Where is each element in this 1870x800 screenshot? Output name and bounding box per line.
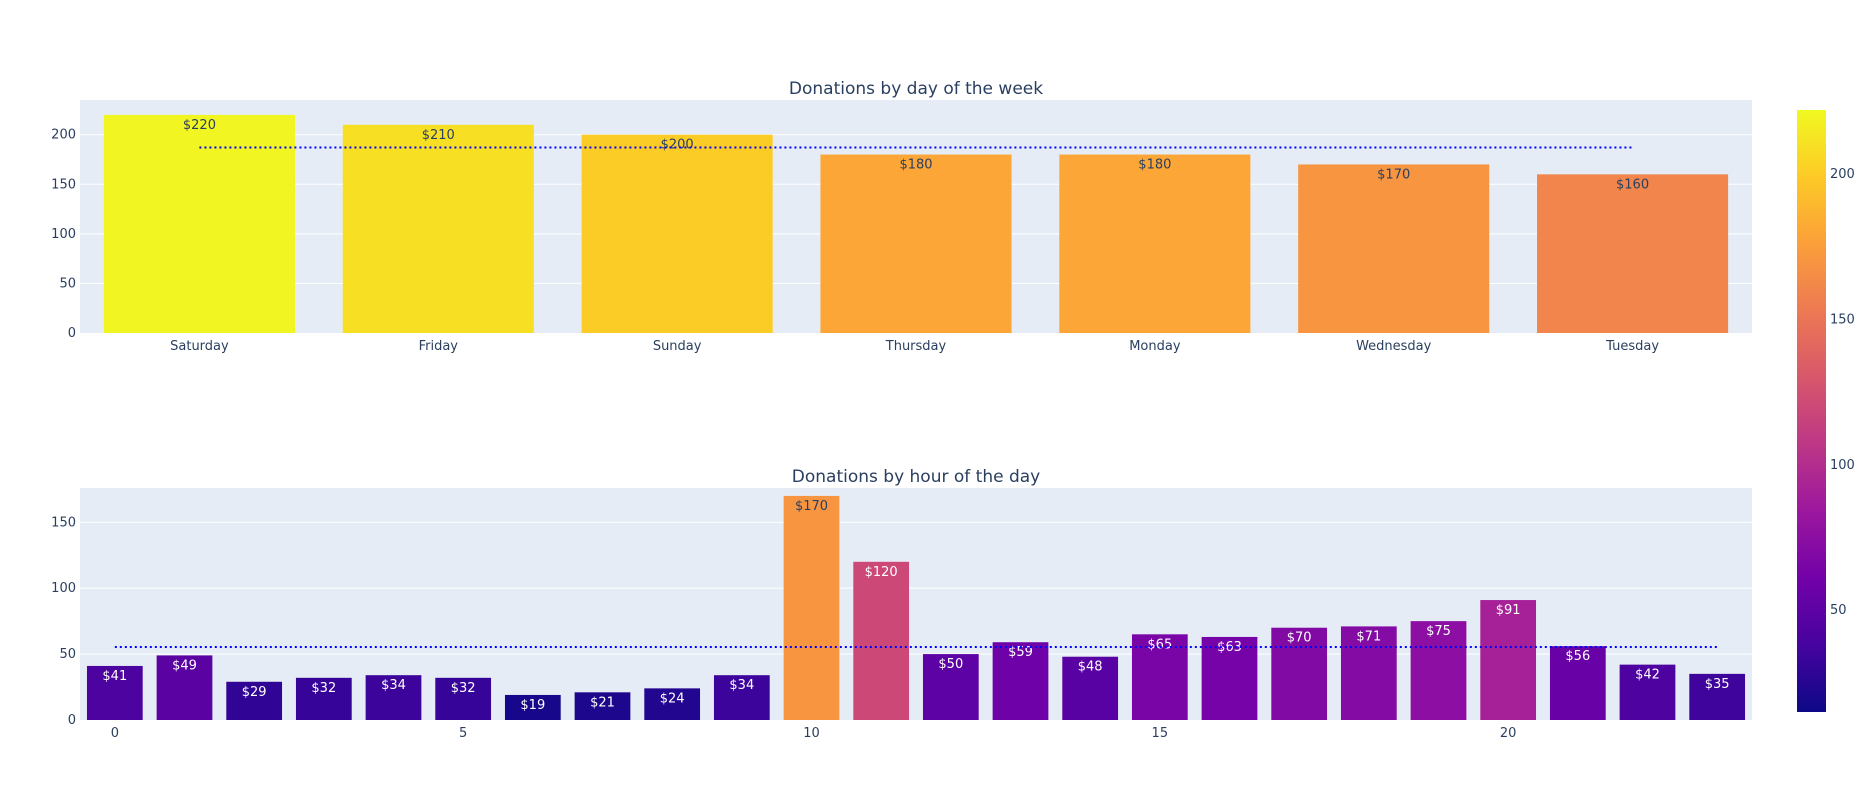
- bar[interactable]: [574, 692, 631, 720]
- bar[interactable]: [820, 154, 1012, 333]
- bar-value-label: $59: [1008, 645, 1033, 660]
- bar[interactable]: [1549, 646, 1606, 720]
- y-tick-label: 50: [59, 276, 76, 291]
- y-tick-label: 50: [59, 647, 76, 662]
- bar-value-label: $65: [1147, 637, 1172, 652]
- y-tick-label: 100: [51, 581, 76, 596]
- x-tick-label: 5: [459, 726, 467, 741]
- bar[interactable]: [1480, 600, 1537, 720]
- x-tick-label: Sunday: [653, 339, 702, 354]
- x-tick-label: 20: [1500, 726, 1517, 741]
- bar[interactable]: [853, 561, 910, 720]
- bar[interactable]: [504, 694, 561, 720]
- bar-value-label: $32: [311, 681, 336, 696]
- colorbar-gradient: [1797, 110, 1826, 712]
- bar-value-label: $63: [1217, 640, 1242, 655]
- bar-value-label: $35: [1705, 677, 1730, 692]
- x-tick-label: Monday: [1129, 339, 1181, 354]
- bar-value-label: $24: [660, 691, 685, 706]
- y-tick-label: 200: [51, 128, 76, 143]
- bar-value-label: $41: [102, 669, 127, 684]
- bar-value-label: $160: [1616, 177, 1649, 192]
- bar[interactable]: [713, 675, 770, 720]
- x-tick-label: Tuesday: [1605, 339, 1659, 354]
- y-tick-label: 100: [51, 227, 76, 242]
- bar-value-label: $50: [938, 657, 963, 672]
- bar-value-label: $34: [381, 678, 406, 693]
- chart-title: Donations by hour of the day: [792, 467, 1040, 487]
- bar-value-label: $48: [1078, 660, 1103, 675]
- bar[interactable]: [644, 688, 701, 720]
- colorbar: 50 100 150 200: [1797, 110, 1855, 712]
- bar[interactable]: [1689, 673, 1746, 720]
- x-tick-label: Friday: [419, 339, 459, 354]
- x-tick-label: 10: [803, 726, 820, 741]
- bar[interactable]: [1201, 636, 1258, 720]
- bar-value-label: $56: [1565, 649, 1590, 664]
- bar[interactable]: [342, 124, 534, 333]
- bar[interactable]: [992, 642, 1049, 720]
- bar[interactable]: [581, 134, 773, 333]
- x-tick-label: Wednesday: [1356, 339, 1432, 354]
- bar[interactable]: [1619, 664, 1676, 720]
- bar-value-label: $200: [661, 138, 694, 153]
- chart-title: Donations by day of the week: [789, 79, 1043, 99]
- bar[interactable]: [365, 675, 422, 720]
- bar[interactable]: [86, 665, 143, 720]
- bar-value-label: $29: [242, 685, 267, 700]
- x-tick-label: 15: [1152, 726, 1169, 741]
- bar-value-label: $70: [1287, 631, 1312, 646]
- bar[interactable]: [1059, 154, 1251, 333]
- bar-value-label: $32: [451, 681, 476, 696]
- bar-value-label: $21: [590, 695, 615, 710]
- bar[interactable]: [295, 677, 352, 720]
- bar[interactable]: [1340, 626, 1397, 720]
- bar-value-label: $170: [795, 499, 828, 514]
- bar-value-label: $91: [1496, 603, 1521, 618]
- bar[interactable]: [226, 681, 283, 720]
- bar[interactable]: [1271, 627, 1328, 720]
- colorbar-tick-label: 150: [1830, 312, 1855, 327]
- bar[interactable]: [103, 114, 295, 333]
- bar-value-label: $180: [1138, 158, 1171, 173]
- bar-value-label: $71: [1356, 629, 1381, 644]
- bar[interactable]: [1410, 621, 1467, 720]
- bar[interactable]: [1537, 174, 1729, 333]
- bar[interactable]: [1298, 164, 1490, 333]
- bar-value-label: $170: [1377, 167, 1410, 182]
- bar-value-label: $42: [1635, 668, 1660, 683]
- colorbar-tick-label: 50: [1830, 603, 1847, 618]
- bar[interactable]: [156, 655, 213, 720]
- bar-value-label: $75: [1426, 624, 1451, 639]
- bar-value-label: $210: [422, 128, 455, 143]
- bar[interactable]: [435, 677, 492, 720]
- y-tick-label: 0: [68, 326, 76, 341]
- plot-background: [80, 488, 1752, 720]
- bar[interactable]: [922, 654, 979, 720]
- y-tick-label: 150: [51, 515, 76, 530]
- bar[interactable]: [1062, 656, 1119, 720]
- bar-value-label: $34: [729, 678, 754, 693]
- x-tick-label: Thursday: [885, 339, 947, 354]
- colorbar-tick-label: 200: [1830, 167, 1855, 182]
- bar[interactable]: [783, 495, 840, 720]
- bar-value-label: $220: [183, 118, 216, 133]
- subplot-1: 0 50 100 150 200 Donations by day of the week…: [51, 79, 1752, 354]
- x-tick-label: Saturday: [170, 339, 229, 354]
- x-tick-label: 0: [111, 726, 119, 741]
- bar-value-label: $49: [172, 658, 197, 673]
- y-tick-label: 0: [68, 713, 76, 728]
- bar[interactable]: [1131, 634, 1188, 720]
- bar-value-label: $19: [520, 698, 545, 713]
- bar-value-label: $120: [865, 565, 898, 580]
- bar-value-label: $180: [899, 158, 932, 173]
- colorbar-tick-label: 100: [1830, 458, 1855, 473]
- y-tick-label: 150: [51, 177, 76, 192]
